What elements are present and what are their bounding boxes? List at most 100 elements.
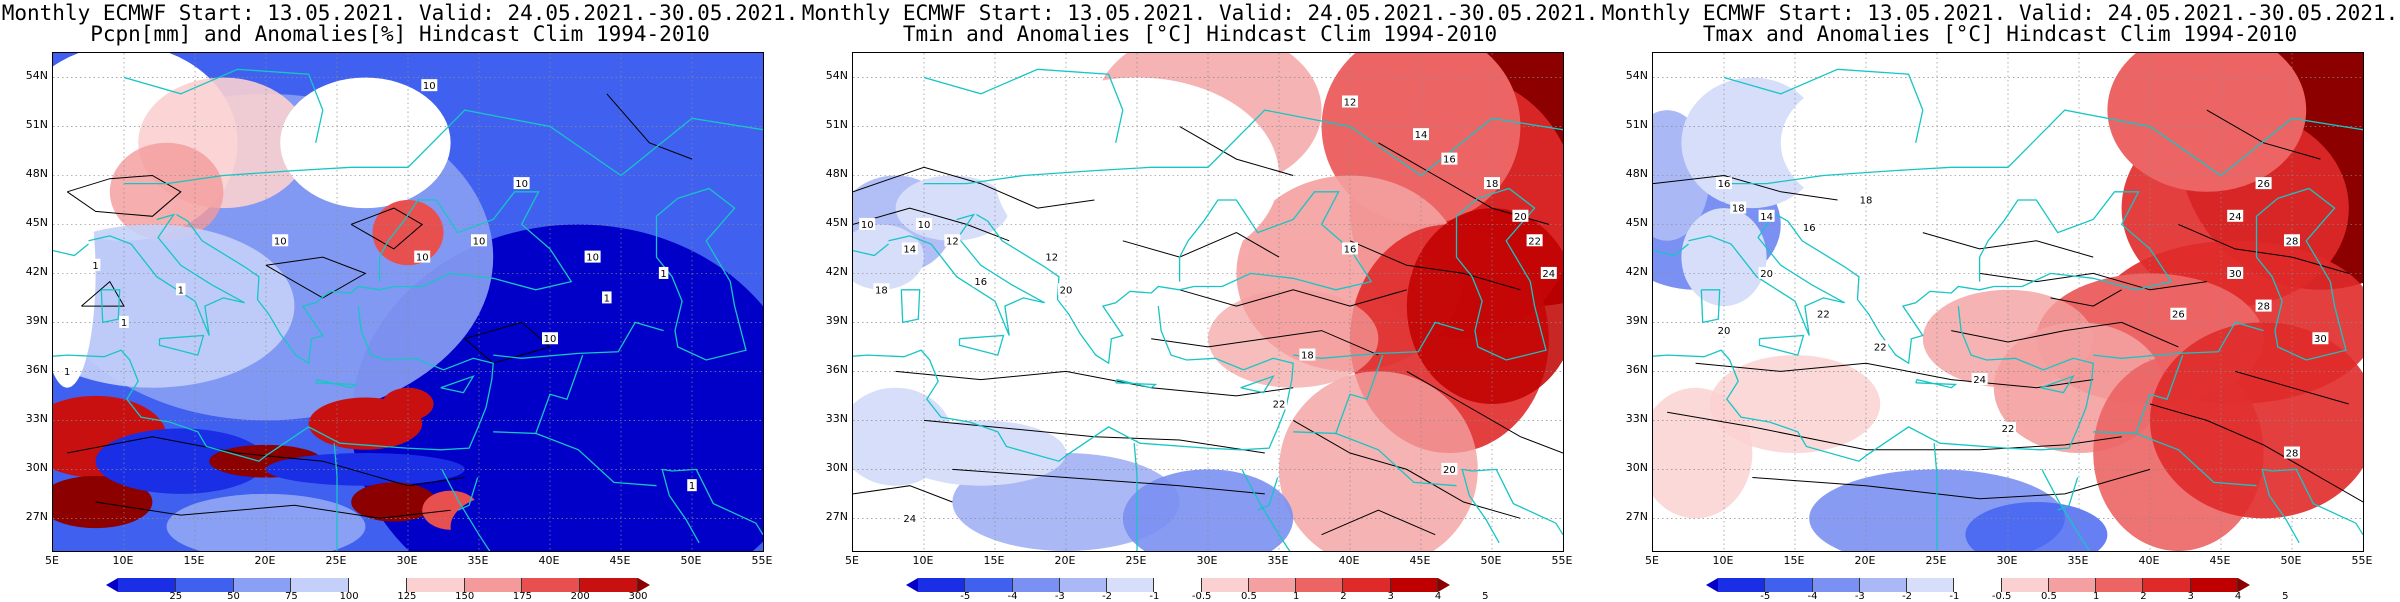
longitude-tick-label: 50E	[1480, 554, 1502, 567]
contour-label: 26	[2172, 310, 2185, 321]
contour-label-box	[1815, 307, 1832, 320]
contour-label: 22	[2002, 424, 2015, 435]
coastline	[1978, 191, 2173, 291]
latitude-tick-label: 30N	[825, 461, 848, 475]
contour-label: 1	[660, 269, 666, 280]
coastline	[493, 354, 584, 435]
contour-label-box	[873, 283, 890, 296]
contour-label: 10	[586, 253, 599, 264]
coastline	[1241, 469, 1291, 551]
anomaly-patch	[895, 175, 1010, 241]
contour-label-box	[1716, 177, 1732, 190]
coastline	[440, 375, 475, 394]
colorbar-tick-label: 0.5	[1240, 591, 1257, 602]
colorbar-max-arrow	[637, 578, 650, 592]
coastline	[661, 469, 700, 544]
longitude-tick-label: 55E	[2351, 554, 2373, 567]
colorbar-tick-label: -5	[1760, 591, 1771, 602]
contour-labels: 10 10 10 10 10 1 1 1 1 1 1 10 10 1	[62, 79, 697, 492]
contour-line	[1667, 411, 2122, 451]
colorbar-swatch	[522, 578, 581, 592]
contour-line	[2235, 370, 2349, 405]
coastline	[888, 213, 1046, 336]
panel-title-line1: Monthly ECMWF Start: 13.05.2021. Valid: …	[801, 1, 1599, 25]
longitude-tick-label: 55E	[751, 554, 773, 567]
colorbar-tick-label: 100	[339, 591, 359, 602]
contour-line	[853, 207, 1010, 242]
colorbar-swatch	[965, 578, 1013, 592]
contour-label: 1	[178, 285, 184, 296]
colorbar-strip	[106, 578, 650, 592]
colorbar-swatch	[464, 578, 523, 592]
anomaly-patch	[53, 224, 295, 388]
colorbar-swatch	[118, 578, 176, 592]
contour-label: 28	[2286, 449, 2299, 460]
latitude-tick-label: 33N	[25, 412, 48, 426]
contour-label-box	[859, 217, 876, 230]
coastline	[123, 68, 324, 143]
contour-line	[1122, 232, 1280, 258]
coastline	[923, 68, 1124, 143]
colorbar-tick-label: 5	[1482, 591, 1489, 602]
contour-label-box	[1342, 95, 1358, 108]
contour-label: 10	[473, 236, 486, 247]
coastline	[378, 191, 573, 291]
coastline	[1094, 109, 1563, 177]
coastline	[1240, 375, 1275, 394]
contour-label-box	[602, 291, 612, 304]
longitude-tick-label: 30E	[1196, 554, 1218, 567]
contour-line	[2149, 403, 2363, 503]
colorbar-swatch	[918, 578, 966, 592]
coastline	[2041, 469, 2091, 551]
coastline	[2255, 187, 2347, 361]
contour-label-box	[414, 250, 431, 263]
contour-label: 22	[1817, 310, 1830, 321]
contour-label: 14	[1760, 212, 1773, 223]
coastline	[2093, 354, 2184, 435]
latitude-tick-label: 27N	[25, 510, 48, 524]
contour-label: 16	[1718, 179, 1731, 190]
contour-label-box	[2227, 266, 2244, 279]
contour-line	[853, 166, 1095, 209]
contour-label-box	[2000, 422, 2016, 435]
latitude-tick-label: 39N	[1625, 314, 1648, 328]
contour-label-box	[901, 242, 918, 255]
colorbar-swatch	[1107, 578, 1155, 592]
contour-label-box	[1441, 462, 1458, 475]
contour-line	[95, 501, 451, 519]
contour-label-box	[1858, 193, 1874, 206]
coastline	[457, 477, 479, 511]
contour-label-box	[2255, 299, 2272, 312]
colorbar-swatch	[2190, 578, 2238, 592]
longitude-tick-label: 45E	[609, 554, 631, 567]
contour-label: 20	[1514, 212, 1527, 223]
contour-line	[1321, 509, 1436, 536]
coastlines	[853, 68, 1563, 551]
contour-label: 18	[875, 285, 888, 296]
contour-line	[853, 485, 953, 503]
colorbar-tick-label: 0.5	[2040, 591, 2057, 602]
contour-label: 18	[1301, 351, 1314, 362]
coastline	[853, 243, 889, 257]
coastline	[315, 378, 358, 389]
panel-title-line2: Pcpn[mm] and Anomalies[%] Hindcast Clim …	[90, 22, 710, 46]
colorbar-swatch	[349, 578, 407, 592]
colorbar-tick-label: -1	[1949, 591, 1960, 602]
contour-label: 28	[2286, 236, 2299, 247]
longitude-tick-label: 25E	[1125, 554, 1147, 567]
contour-label-box	[916, 217, 932, 230]
contour-label-box	[1971, 373, 1988, 386]
map-area: 16 18 20 22 24 26 28 30 14 16 18 20 22 24 26 28 30 22 28	[1652, 52, 2364, 552]
coastline	[924, 169, 1095, 185]
contour-line	[81, 280, 125, 307]
colorbar-tick-label: 25	[169, 591, 183, 602]
colorbar-tick-label: 75	[284, 591, 298, 602]
colorbar-tick-label: -3	[1054, 591, 1065, 602]
anomaly-patch	[280, 77, 451, 209]
colorbar-tick-label: -1	[1149, 591, 1160, 602]
contour-label-box	[1526, 234, 1543, 247]
contour-label-box	[1801, 221, 1818, 234]
coastline	[1293, 354, 1384, 435]
contour-label: 10	[861, 220, 874, 231]
longitude-tick-label: 5E	[45, 554, 59, 567]
